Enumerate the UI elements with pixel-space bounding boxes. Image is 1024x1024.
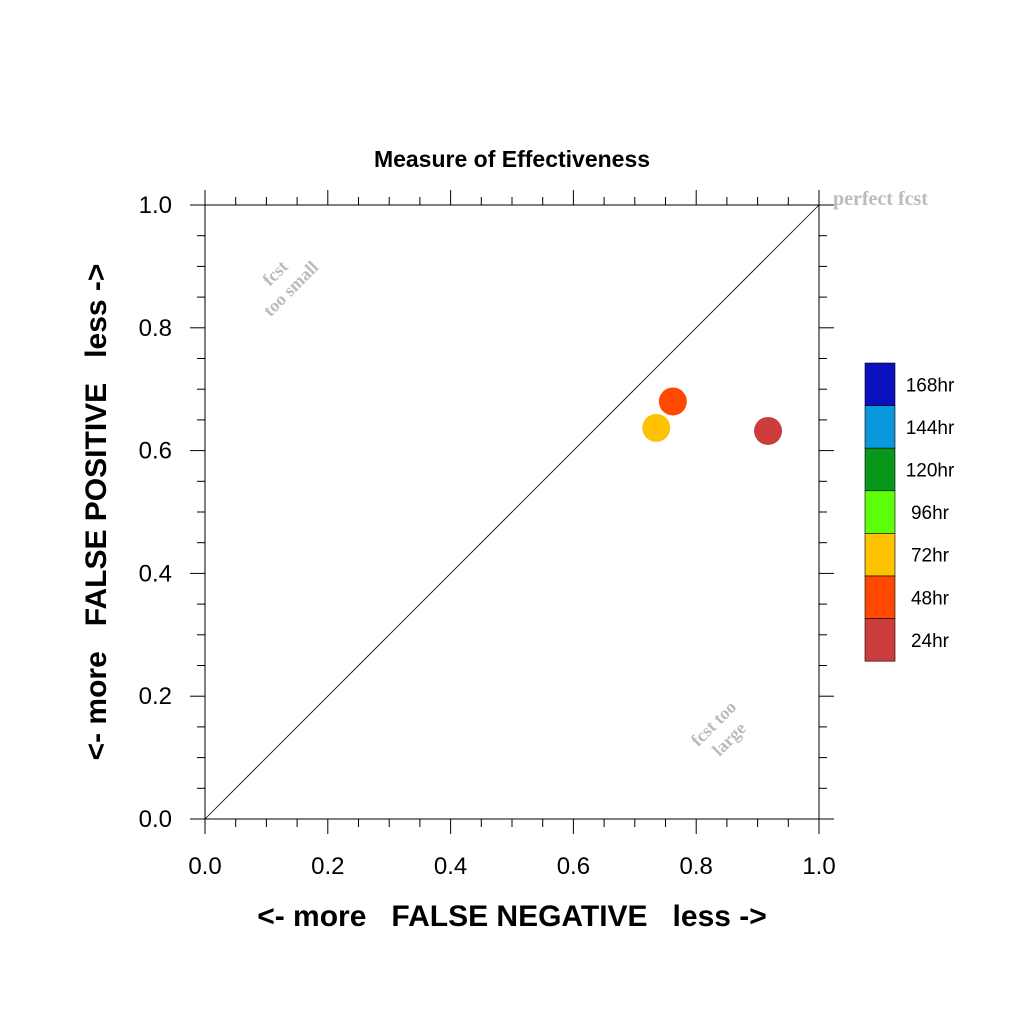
chart-title: Measure of Effectiveness (374, 146, 650, 172)
x-tick-label: 0.6 (557, 853, 590, 880)
perfect-forecast-annotation: perfect fcst (833, 188, 928, 210)
y-tick-labels: 0.0 0.2 0.4 0.6 0.8 1.0 (139, 192, 172, 833)
y-tick-label: 0.8 (139, 315, 172, 342)
legend-label-72hr: 72hr (911, 546, 950, 567)
x-tick-label: 0.0 (188, 853, 221, 880)
legend-swatch-144hr (864, 405, 896, 449)
y-tick-label: 1.0 (139, 192, 172, 219)
legend-label-168hr: 168hr (906, 375, 955, 396)
axis-ticks (190, 190, 834, 834)
legend-swatch-48hr (864, 575, 896, 619)
legend-label-120hr: 120hr (906, 461, 955, 482)
data-points (642, 387, 783, 445)
too-small-annotation: fcst too small (258, 256, 322, 320)
legend-swatch-24hr (864, 618, 896, 662)
perfect-forecast-line (204, 204, 820, 820)
y-tick-label: 0.0 (139, 806, 172, 833)
legend-label-24hr: 24hr (911, 631, 950, 652)
point-24hr (754, 416, 783, 445)
x-tick-label: 0.2 (311, 853, 344, 880)
point-48hr (658, 387, 687, 416)
x-tick-label: 1.0 (802, 853, 835, 880)
legend-label-144hr: 144hr (906, 418, 955, 439)
y-tick-label: 0.6 (139, 438, 172, 465)
legend-swatch-96hr (864, 490, 896, 534)
x-axis-label: <- more FALSE NEGATIVE less -> (257, 900, 767, 933)
point-72hr (642, 413, 671, 442)
legend-swatch-168hr (864, 362, 896, 406)
too-large-annotation: fcst too large (687, 697, 750, 760)
legend-label-96hr: 96hr (911, 503, 950, 524)
y-axis-label: <- more FALSE POSITIVE less -> (80, 264, 113, 761)
legend: 168hr 144hr 120hr 96hr 72hr 48hr 24hr (864, 362, 955, 662)
y-tick-label: 0.4 (139, 560, 172, 587)
x-tick-label: 0.8 (680, 853, 713, 880)
legend-label-48hr: 48hr (911, 588, 950, 609)
legend-swatch-120hr (864, 447, 896, 492)
y-tick-label: 0.2 (139, 683, 172, 710)
x-tick-labels: 0.0 0.2 0.4 0.6 0.8 1.0 (188, 853, 835, 880)
x-tick-label: 0.4 (434, 853, 467, 880)
legend-swatch-72hr (864, 533, 896, 577)
